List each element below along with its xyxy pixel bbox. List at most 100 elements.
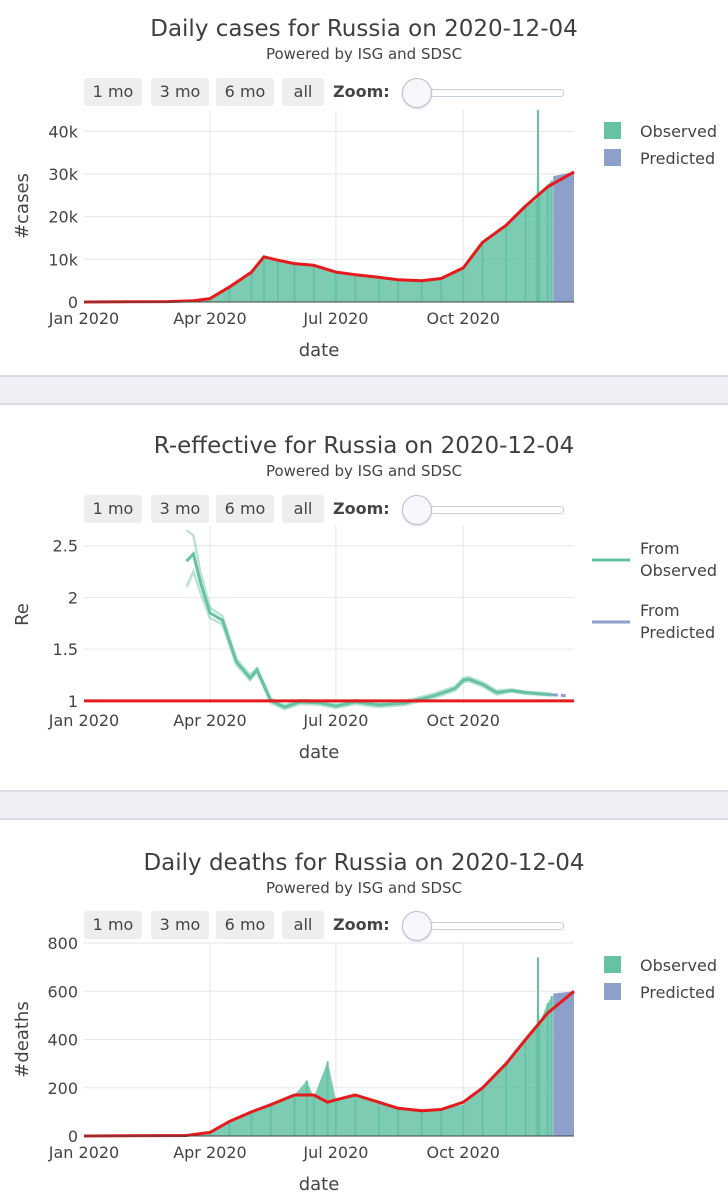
cases-x-axis-title: date [299,340,340,361]
deaths-range-1mo-button[interactable]: 1 mo [84,911,142,939]
re-y-tick-label: 1.5 [53,640,78,659]
deaths-chart-svg: 0 200 400 600 800 Jan 2020 Apr 2020 Jul 2020 Oct… [12,934,717,1195]
deaths-panel: Daily deaths for Russia on 2020-12-04 Po… [0,820,728,1200]
deaths-chart-title: Daily deaths for Russia on 2020-12-04 [143,850,585,876]
deaths-observed-bar [550,996,553,1136]
cases-observed-area [84,110,552,302]
panel-separator [0,375,728,405]
deaths-observed-bar [305,1080,308,1136]
re-legend-label: From [640,601,680,620]
cases-panel: Daily cases for Russia on 2020-12-04 Pow… [0,0,728,375]
re-chart-subtitle: Powered by ISG and SDSC [265,462,463,480]
re-observed-line [185,551,553,709]
cases-x-tick-label: Jul 2020 [302,309,368,328]
cases-observed-bar [550,180,553,302]
cases-range-all-button[interactable]: all [282,78,324,106]
cases-predicted-bar [553,171,574,302]
deaths-x-tick-label: Apr 2020 [173,1143,246,1162]
deaths-y-tick-label: 400 [47,1031,78,1050]
cases-range-3mo-button[interactable]: 3 mo [151,78,209,106]
re-x-tick-label: Jan 2020 [48,711,119,730]
cases-chart-svg: 0 10k 20k 30k 40k Jan 2020 Apr 2020 Jul 2020 Oct… [12,110,717,361]
deaths-zoom-label: Zoom: [333,915,390,934]
deaths-legend-swatch [604,956,621,973]
deaths-range-3mo-button[interactable]: 3 mo [151,911,209,939]
deaths-y-tick-label: 800 [47,934,78,953]
deaths-observed-bar [269,1104,272,1136]
deaths-observed-bar [546,1003,549,1136]
re-range-all-button[interactable]: all [282,495,324,523]
re-y-tick-label: 2 [68,588,78,607]
panel-separator [0,790,728,820]
deaths-legend-swatch [604,983,621,1000]
cases-observed-bar [262,257,265,302]
re-range-1mo-button[interactable]: 1 mo [84,495,142,523]
cases-range-6mo-button[interactable]: 6 mo [216,78,274,106]
deaths-y-tick-label: 600 [47,982,78,1001]
cases-observed-bar [440,278,443,302]
re-range-3mo-button[interactable]: 3 mo [151,495,209,523]
cases-observed-bar [208,299,211,302]
cases-observed-bar [462,267,465,302]
re-chart-title: R-effective for Russia on 2020-12-04 [153,433,575,459]
re-zoom-slider-thumb[interactable] [402,495,432,525]
cases-x-tick-label: Apr 2020 [173,309,246,328]
deaths-observed-bar [250,1111,253,1136]
deaths-predicted-bar [553,991,574,1136]
cases-observed-bar [420,280,423,302]
deaths-observed-bar [293,1094,296,1136]
deaths-zoom-slider-thumb[interactable] [402,911,432,941]
cases-zoom-slider-thumb[interactable] [402,78,432,108]
cases-x-tick-label: Oct 2020 [427,309,500,328]
cases-legend-swatch [604,149,621,166]
deaths-observed-bar [377,1102,380,1136]
re-x-tick-label: Jul 2020 [302,711,368,730]
deaths-legend-label: Observed [640,956,717,975]
re-y-axis-title: Re [12,603,33,626]
re-range-6mo-button[interactable]: 6 mo [216,495,274,523]
cases-trend-line [83,170,575,304]
cases-observed-bar [397,279,400,302]
re-panel: R-effective for Russia on 2020-12-04 Pow… [0,405,728,790]
re-legend-label: From [640,539,680,558]
cases-observed-bar [535,199,538,302]
deaths-observed-bar [524,1039,527,1136]
deaths-range-all-button[interactable]: all [282,911,324,939]
cases-observed-bar [524,206,527,302]
cases-observed-bar [334,272,337,302]
cases-y-tick-label: 20k [48,208,78,227]
deaths-y-tick-label: 0 [68,1127,78,1146]
cases-observed-bar [293,263,296,302]
deaths-observed-bar [354,1094,357,1136]
deaths-range-6mo-button[interactable]: 6 mo [216,911,274,939]
re-chart-svg: 1 1.5 2 2.5 Jan 2020 Apr 2020 Jul 2020 Oct 2020… [12,525,717,763]
deaths-observed-bar [462,1104,465,1136]
deaths-observed-bar [505,1063,508,1136]
deaths-x-axis-title: date [299,1174,340,1195]
cases-y-axis-title: #cases [12,173,33,239]
re-observed-upper-line [185,529,553,707]
cases-x-tick-label: Jan 2020 [48,309,119,328]
deaths-x-tick-label: Jan 2020 [48,1143,119,1162]
re-y-tick-label: 2.5 [53,537,78,556]
cases-observed-bar [538,195,541,302]
deaths-legend-label: Predicted [640,983,715,1002]
cases-observed-bar [354,274,357,302]
re-observed-lower-line [185,568,552,711]
deaths-x-tick-label: Oct 2020 [427,1143,500,1162]
cases-observed-bar [312,265,315,302]
cases-chart-title: Daily cases for Russia on 2020-12-04 [150,16,578,42]
re-legend-label: Predicted [640,623,715,642]
deaths-observed-bar [208,1133,211,1136]
cases-y-tick-label: 10k [48,250,78,269]
cases-y-tick-label: 40k [48,122,78,141]
deaths-observed-area [84,957,552,1136]
deaths-observed-bar [326,1061,329,1136]
cases-observed-bar [276,261,279,302]
cases-legend-label: Predicted [640,149,715,168]
deaths-y-tick-label: 200 [47,1079,78,1098]
cases-range-1mo-button[interactable]: 1 mo [84,78,142,106]
deaths-x-tick-label: Jul 2020 [302,1143,368,1162]
re-x-tick-label: Oct 2020 [427,711,500,730]
cases-legend-swatch [604,122,621,139]
